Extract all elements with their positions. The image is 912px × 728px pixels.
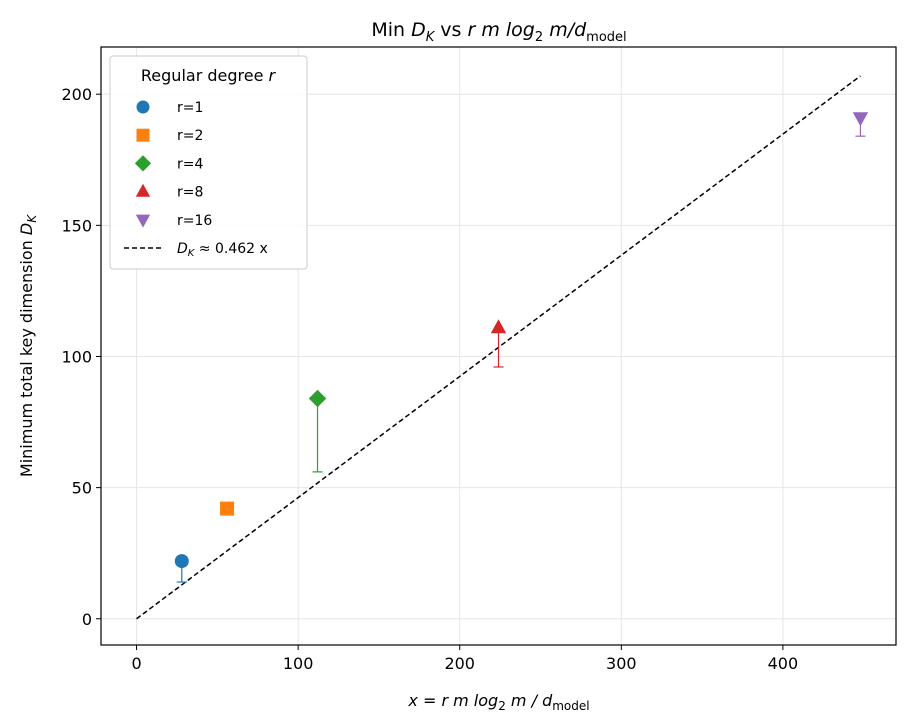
y-tick-label: 100: [61, 347, 92, 366]
y-tick-label: 200: [61, 85, 92, 104]
y-tick-label: 150: [61, 216, 92, 235]
legend-label: r=1: [177, 100, 203, 116]
legend-label: r=4: [177, 156, 203, 172]
legend-fit-label: DK ≈ 0.462 x: [177, 241, 268, 259]
legend-marker-r1: [136, 100, 150, 114]
legend-marker-r8: [135, 183, 151, 197]
legend: Regular degree r r=1 r=2 r=4 r=8 r=16 DK ≈ 0…: [109, 55, 308, 270]
x-tick-label: 400: [768, 654, 799, 673]
x-tick-label: 0: [131, 654, 141, 673]
legend-title: Regular degree r: [141, 66, 277, 85]
y-axis-label: Minimum total key dimension DK: [17, 214, 39, 477]
data-point-r4: [308, 389, 327, 408]
data-point-r1: [174, 554, 189, 569]
plot-frame: [100, 46, 897, 646]
x-tick-label: 300: [606, 654, 637, 673]
legend-marker-r2: [136, 128, 150, 142]
data-point-r16: [852, 112, 869, 127]
legend-box: [109, 55, 308, 270]
legend-label: r=8: [177, 185, 203, 201]
legend-marker-r16: [135, 214, 151, 228]
legend-label: r=16: [177, 213, 212, 229]
legend-marker-r4: [134, 155, 152, 172]
y-tick-label: 0: [82, 610, 92, 629]
ticks-layer: 0 100 200 300 400 0 50 100 150 200: [61, 85, 798, 673]
data-point-r2: [220, 501, 235, 516]
data-point-r8: [490, 319, 507, 334]
x-tick-label: 100: [283, 654, 314, 673]
x-tick-label: 200: [444, 654, 475, 673]
points-layer: [174, 112, 869, 583]
x-axis-label: x = r m log2 m / dmodel: [407, 691, 589, 713]
chart-title: Min DK vs r m log2 m/dmodel: [371, 19, 626, 45]
y-tick-label: 50: [72, 479, 92, 498]
legend-entries: r=1 r=2 r=4 r=8 r=16: [134, 100, 212, 229]
legend-label: r=2: [177, 128, 203, 144]
